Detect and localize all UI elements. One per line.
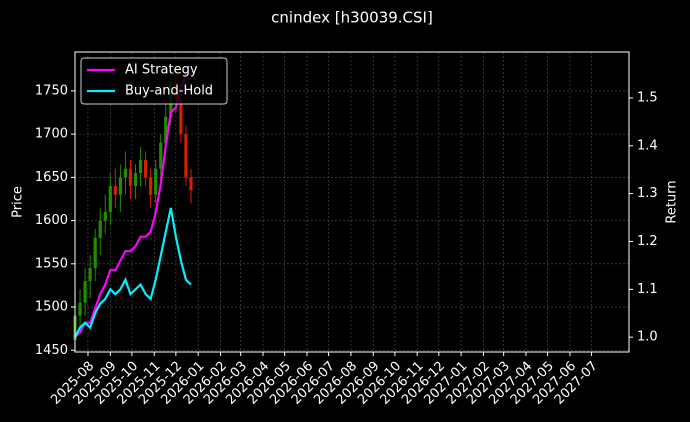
y2-tick-label: 1.2 [637,234,658,249]
candle-body [88,268,92,282]
y2-tick-label: 1.0 [637,330,658,345]
candle-body [108,186,112,212]
y-tick-label: 1700 [35,127,68,142]
y-axis-label: Price [11,186,26,218]
legend-box [80,57,228,105]
y2-tick-label: 1.1 [637,282,658,297]
chart-title: cnindex [h30039.CSI] [271,9,433,27]
y-tick-label: 1450 [35,343,68,358]
candle-body [144,160,148,178]
candle-body [103,211,107,221]
candle-body [118,177,122,195]
y2-axis-label: Return [665,180,680,223]
candle-body [179,99,183,135]
y-tick-label: 1750 [35,83,68,98]
candle-body [83,281,87,303]
candle-body [93,237,97,269]
plot-frame [74,51,630,353]
candle-body [164,116,168,143]
y-tick-label: 1550 [35,256,68,271]
y-tick-label: 1500 [35,300,68,315]
candle-body [154,168,158,195]
series-line [74,72,191,338]
candle-body [189,177,193,191]
y-tick-label: 1600 [35,213,68,228]
y-tick-label: 1650 [35,170,68,185]
y2-tick-label: 1.4 [637,138,658,153]
candle-body [128,168,133,187]
legend-label: AI Strategy [125,63,198,78]
candle-body [184,134,188,178]
candle-body [159,142,163,169]
candle-body [78,302,82,316]
y2-tick-label: 1.3 [637,186,658,201]
candle-body [133,173,138,187]
candle-body [98,220,102,238]
candle-body [138,160,143,174]
y2-tick-label: 1.5 [637,90,658,105]
candle-body [123,168,128,178]
candle-body [113,186,117,195]
candle-body [149,177,153,195]
legend: AI Strategy Buy-and-Hold [80,57,228,105]
series-line [74,207,192,338]
legend-label: Buy-and-Hold [125,84,213,99]
